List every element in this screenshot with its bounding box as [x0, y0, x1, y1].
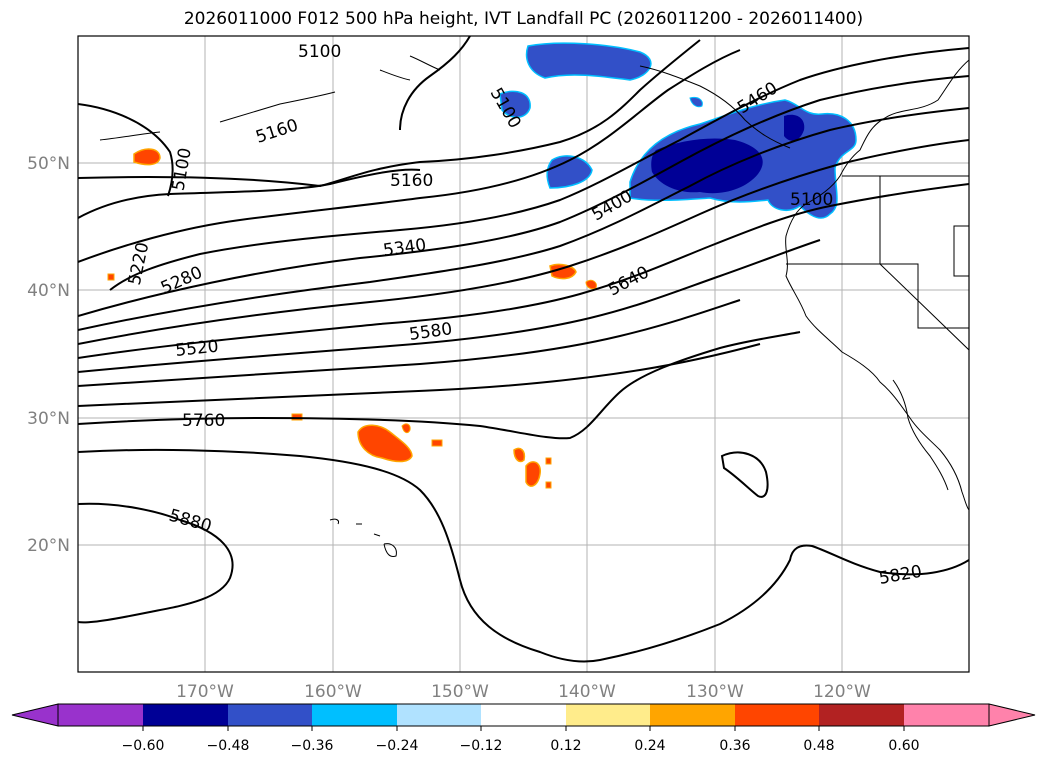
contour-label: 5280 [158, 263, 206, 299]
lon-label: 140°W [558, 682, 616, 702]
colorbar-segment [58, 704, 143, 726]
colorbar-tick-label: −0.60 [122, 738, 165, 754]
colorbar-segment [143, 704, 228, 726]
colorbar-tick-label: −0.48 [207, 738, 250, 754]
contour-label: 5520 [174, 337, 219, 361]
lat-label: 50°N [27, 154, 70, 174]
colorbar-tick-label: −0.24 [376, 738, 419, 754]
map-panel: 5100 5100 5100 5100 5160 5160 5220 5280 … [78, 36, 969, 672]
ivt-positive-shading [107, 148, 597, 489]
colorbar-tick-label: 0.60 [888, 738, 919, 754]
colorbar-segment [481, 704, 566, 726]
colorbar-tick-label: −0.12 [460, 738, 503, 754]
height-contours [78, 36, 969, 663]
contour-label: 5340 [382, 235, 428, 261]
contour-label: 5640 [605, 262, 653, 300]
longitude-labels: 170°W 160°W 150°W 140°W 130°W 120°W [176, 682, 871, 702]
colorbar-segment [735, 704, 819, 726]
lon-label: 120°W [813, 682, 871, 702]
colorbar-frame [57, 703, 990, 727]
colorbar-segment [228, 704, 312, 726]
contour-label: 5220 [125, 241, 154, 287]
contour-label: 5160 [390, 171, 433, 191]
contour-label: 5160 [253, 115, 300, 147]
colorbar-tick-label: 0.12 [550, 738, 581, 754]
colorbar-segment [904, 704, 989, 726]
colorbar-segment [397, 704, 481, 726]
lon-label: 130°W [686, 682, 744, 702]
colorbar-extend-high [988, 703, 1036, 727]
colorbar-extend-low [11, 703, 59, 727]
contour-label: 5880 [167, 506, 214, 537]
colorbar-segment [650, 704, 735, 726]
contour-label: 5820 [877, 562, 923, 589]
contour-label: 5100 [790, 190, 833, 210]
colorbar-tick-label: 0.36 [719, 738, 750, 754]
colorbar-tick-label: −0.36 [291, 738, 334, 754]
lon-label: 150°W [431, 682, 489, 702]
colorbar-tick-label: 0.24 [634, 738, 665, 754]
contour-label: 5100 [169, 146, 196, 192]
contour-label: 5100 [298, 42, 341, 62]
ivt-negative-shading [499, 42, 857, 219]
contour-label: 5400 [589, 186, 636, 225]
contour-label: 5760 [182, 411, 225, 431]
colorbar-tick-label: 0.48 [803, 738, 834, 754]
lon-label: 160°W [304, 682, 362, 702]
page-title: 2026011000 F012 500 hPa height, IVT Land… [183, 9, 864, 29]
lat-label: 20°N [27, 536, 70, 556]
coastlines [99, 55, 969, 557]
colorbar-segment [566, 704, 650, 726]
lon-label: 170°W [176, 682, 234, 702]
colorbar-segment [819, 704, 904, 726]
colorbar-segment [312, 704, 397, 726]
lat-label: 40°N [27, 281, 70, 301]
colorbar: −0.60 −0.48 −0.36 −0.24 −0.12 0.12 0.24 … [11, 703, 1036, 754]
lat-label: 30°N [27, 409, 70, 429]
map-frame [77, 35, 970, 673]
latitude-labels: 50°N 40°N 30°N 20°N [27, 154, 70, 556]
